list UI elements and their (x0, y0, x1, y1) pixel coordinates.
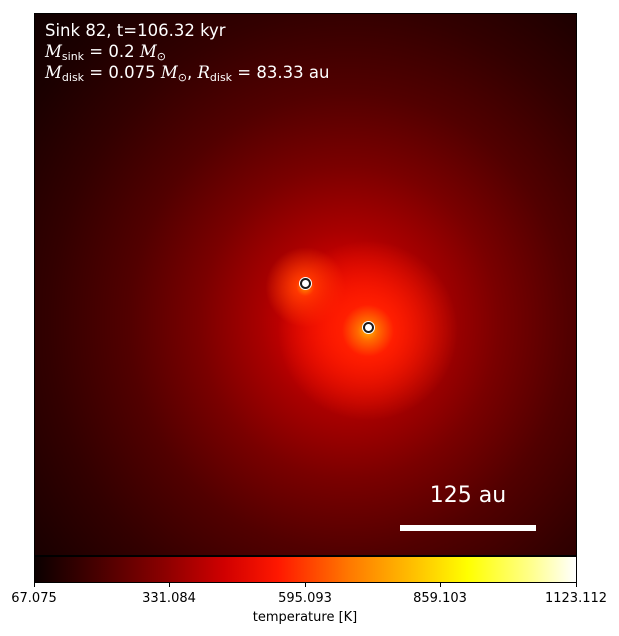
colorbar-tick-label: 859.103 (413, 591, 467, 606)
colorbar-tick-mark (576, 583, 577, 587)
colorbar (34, 556, 577, 583)
colorbar-tick-mark (305, 583, 306, 587)
sink-mass-label: Msink = 0.2 M⊙ (45, 42, 166, 63)
colorbar-tick-label: 67.075 (11, 591, 57, 606)
sink-title: Sink 82, t=106.32 kyr (45, 21, 226, 40)
colorbar-axis-label: temperature [K] (252, 610, 358, 625)
colorbar-tick-label: 331.084 (142, 591, 196, 606)
colorbar-tick-mark (34, 583, 35, 587)
colorbar-tick-mark (169, 583, 170, 587)
colorbar-tick-label: 1123.112 (544, 591, 608, 606)
colorbar-tick-mark (440, 583, 441, 587)
temperature-map: Sink 82, t=106.32 kyr Msink = 0.2 M⊙ Mdi… (34, 13, 577, 556)
colorbar-tick-label: 595.093 (278, 591, 332, 606)
sink-marker-primary (300, 278, 311, 289)
sink-marker-secondary (363, 322, 374, 333)
scale-bar-label: 125 au (429, 483, 507, 508)
scale-bar (400, 525, 536, 531)
disk-properties-label: Mdisk = 0.075 M⊙, Rdisk = 83.33 au (45, 63, 330, 84)
